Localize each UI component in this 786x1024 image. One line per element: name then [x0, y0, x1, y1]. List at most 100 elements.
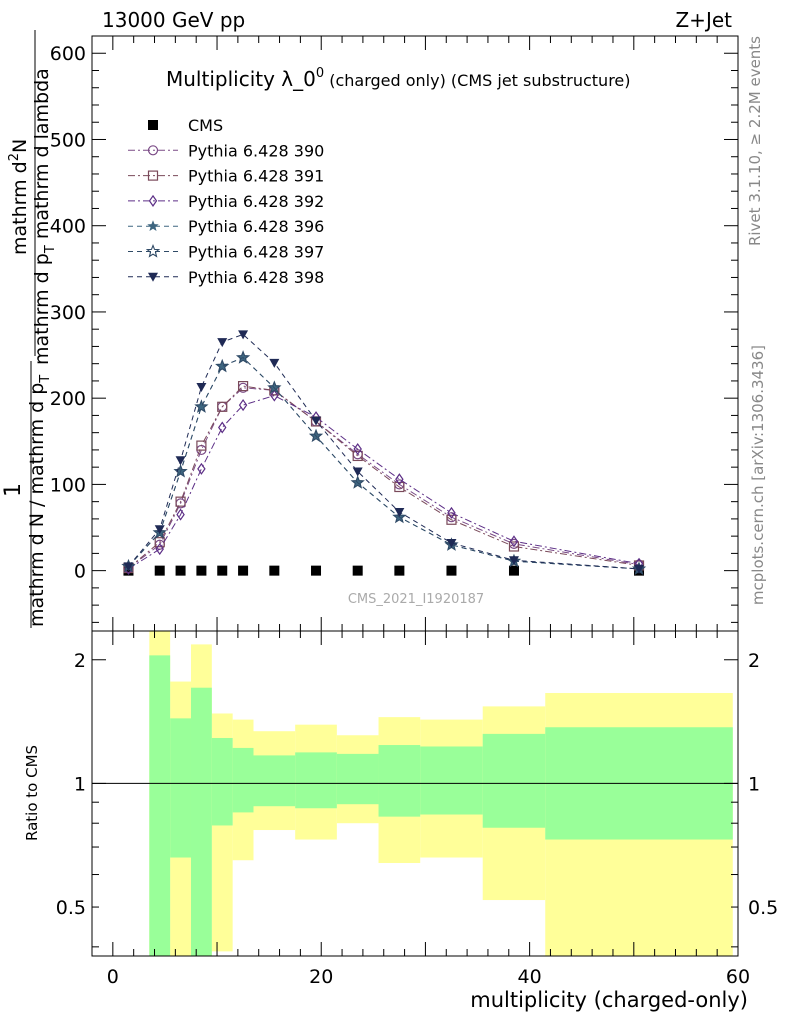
data-point-p398 — [634, 564, 645, 574]
legend-label: CMS — [188, 116, 223, 135]
data-point-p396 — [195, 400, 208, 412]
legend-marker-p391 — [147, 170, 159, 181]
data-point-cms — [175, 565, 186, 576]
x-tick-label: 40 — [518, 966, 542, 988]
ratio-band-inner — [211, 737, 233, 826]
data-point-p398 — [508, 556, 519, 566]
legend-marker-p396 — [147, 220, 159, 232]
y-tick-label: 100 — [50, 474, 86, 496]
rivet-version-label: Rivet 3.1.10, ≥ 2.2M events — [746, 36, 764, 246]
ratio-band-inner — [253, 755, 296, 807]
series-line-p390 — [128, 387, 640, 569]
data-point-cms — [238, 565, 249, 576]
data-point-p398 — [311, 416, 322, 426]
legend-label: Pythia 6.428 398 — [188, 268, 324, 287]
data-point-p392 — [197, 462, 206, 475]
ratio-ticks: 0.5 0.51 12 20 20 40 60 — [56, 631, 778, 988]
ratio-y-tick-label: 2 — [74, 650, 86, 672]
data-point-p397 — [215, 358, 230, 373]
data-point-p391 — [237, 381, 249, 392]
y-tick-label: 200 — [50, 388, 86, 410]
legend-entry-cms: CMS — [148, 116, 223, 135]
data-point-p391 — [175, 496, 186, 507]
legend: CMS Pythia 6.428 390 Pythia 6.428 391 Pythi… — [128, 116, 324, 287]
data-point-p398 — [269, 358, 280, 368]
data-point-p398 — [394, 508, 405, 517]
y-tick-label: 0 — [74, 561, 86, 583]
data-point-p396 — [216, 360, 228, 372]
analysis-watermark: CMS_2021_I1920187 — [348, 592, 484, 607]
data-point-p392 — [155, 543, 164, 556]
title-superscript: 0 — [316, 66, 324, 81]
ratio-y-axis-label: Ratio to CMS — [23, 745, 41, 841]
main-y-axis-label: 1 mathrm d N / mathrm d pT mathrm d2N ma… — [1, 30, 58, 628]
ratio-band-inner — [295, 752, 337, 809]
legend-label: Pythia 6.428 396 — [188, 217, 324, 236]
y-tick-label: 600 — [50, 43, 86, 65]
legend-entry-p396: Pythia 6.428 396 — [128, 217, 324, 236]
series-cms — [123, 565, 645, 576]
legend-marker-cms — [148, 120, 158, 130]
legend-entry-p397: Pythia 6.428 397 — [128, 243, 324, 262]
legend-label: Pythia 6.428 392 — [188, 192, 324, 211]
y-tick-label: 500 — [50, 129, 86, 151]
ratio-band-inner — [336, 753, 379, 805]
legend-marker-p397 — [145, 243, 161, 258]
ratio-y-tick-label-right: 2 — [748, 650, 760, 672]
ylabel-denominator: mathrm d N / mathrm d pT — [26, 375, 53, 627]
ratio-band-inner — [482, 733, 546, 828]
data-point-p391 — [446, 514, 457, 525]
data-point-p392 — [395, 473, 404, 486]
data-point-p391 — [394, 481, 405, 493]
data-point-cms — [196, 565, 207, 576]
data-point-p392 — [238, 399, 248, 412]
series-line-p391 — [128, 385, 640, 569]
legend-entry-p398: Pythia 6.428 398 — [128, 268, 324, 287]
data-point-cms — [154, 565, 165, 576]
series-p397 — [121, 350, 647, 575]
main-ticks: 0 100 200 300 400 500 600 — [50, 35, 739, 631]
legend-marker-p392 — [148, 194, 158, 207]
data-point-p397 — [392, 509, 407, 524]
series-p390 — [123, 382, 645, 574]
ratio-band-inner — [378, 745, 421, 817]
x-tick-label: 60 — [726, 966, 750, 988]
data-point-p392 — [218, 421, 227, 434]
ratio-bands — [149, 631, 733, 956]
y-tick-label: 400 — [50, 216, 86, 238]
data-point-p398 — [175, 456, 186, 466]
legend-label: Pythia 6.428 391 — [188, 167, 324, 186]
data-point-p398 — [154, 525, 165, 535]
legend-label: Pythia 6.428 390 — [188, 141, 324, 160]
mcplots-label: mcplots.cern.ch [arXiv:1306.3436] — [749, 345, 767, 605]
data-point-p398 — [238, 330, 249, 340]
ratio-y-tick-label: 1 — [74, 773, 86, 795]
data-point-p398 — [123, 562, 134, 572]
series-p398 — [123, 330, 645, 574]
ratio-band-inner — [170, 718, 191, 858]
series-line-p396 — [128, 357, 640, 570]
data-point-p391 — [217, 401, 228, 412]
series-line-p397 — [128, 357, 640, 570]
x-tick-label: 0 — [107, 966, 119, 988]
data-point-cms — [394, 565, 405, 576]
data-point-cms — [269, 565, 280, 576]
x-tick-label: 20 — [309, 966, 333, 988]
ylabel-numerator: 1 — [1, 483, 26, 497]
main-data-layer — [121, 330, 647, 576]
data-point-cms — [352, 565, 363, 576]
header-process: Z+Jet — [675, 8, 732, 32]
data-point-p397 — [173, 463, 188, 478]
data-point-p397 — [194, 399, 209, 413]
legend-entry-p392: Pythia 6.428 392 — [128, 192, 324, 211]
data-point-p391 — [508, 541, 520, 552]
data-point-p398 — [352, 467, 363, 477]
data-point-p398 — [196, 382, 207, 392]
x-axis-label: multiplicity (charged-only) — [470, 988, 748, 1012]
legend-marker-p398 — [148, 272, 158, 282]
ratio-frame — [91, 630, 739, 957]
ratio-band-inner — [232, 747, 254, 813]
data-point-p397 — [235, 350, 251, 364]
